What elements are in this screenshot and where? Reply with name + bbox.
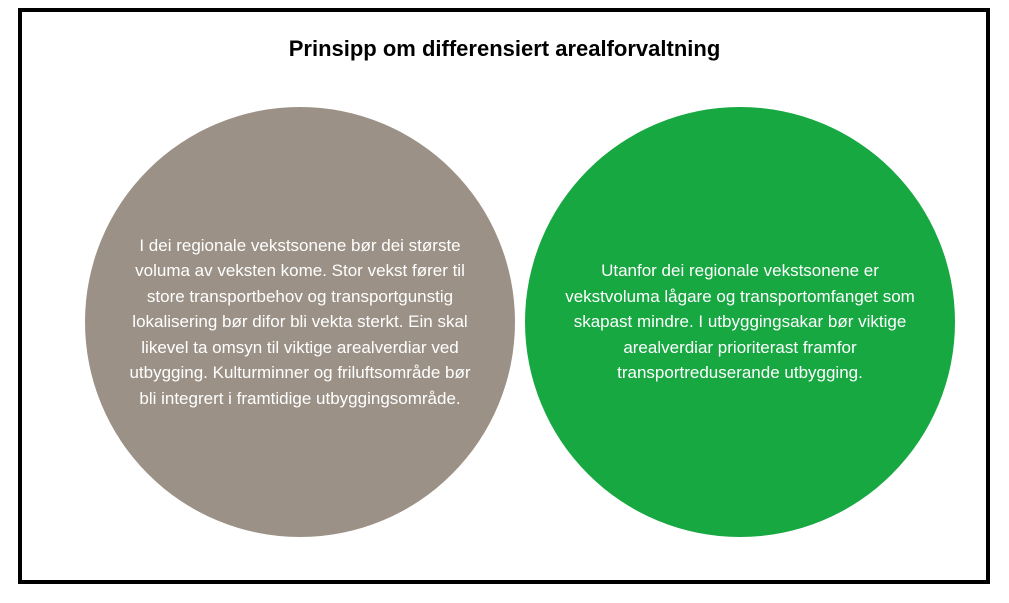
circle-left-text: I dei regionale vekstsonene bør dei stør… <box>85 193 515 452</box>
circle-right-text: Utanfor dei regionale vekstsonene er vek… <box>525 218 955 426</box>
circle-right: Utanfor dei regionale vekstsonene er vek… <box>525 107 955 537</box>
circle-left: I dei regionale vekstsonene bør dei stør… <box>85 107 515 537</box>
diagram-title: Prinsipp om differensiert arealforvaltni… <box>0 36 1009 62</box>
